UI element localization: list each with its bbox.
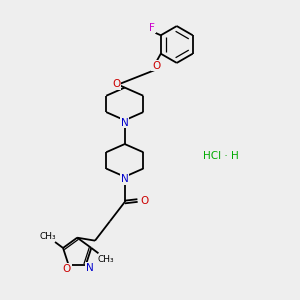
Text: F: F	[149, 22, 155, 32]
Text: CH₃: CH₃	[40, 232, 56, 241]
Text: O: O	[152, 61, 160, 70]
Text: O: O	[63, 264, 71, 274]
Text: O: O	[112, 79, 121, 89]
Text: O: O	[140, 196, 148, 206]
Text: HCl · H: HCl · H	[203, 151, 239, 161]
Text: N: N	[121, 174, 129, 184]
Text: CH₃: CH₃	[98, 255, 115, 264]
Text: N: N	[121, 118, 129, 128]
Text: N: N	[85, 263, 93, 273]
